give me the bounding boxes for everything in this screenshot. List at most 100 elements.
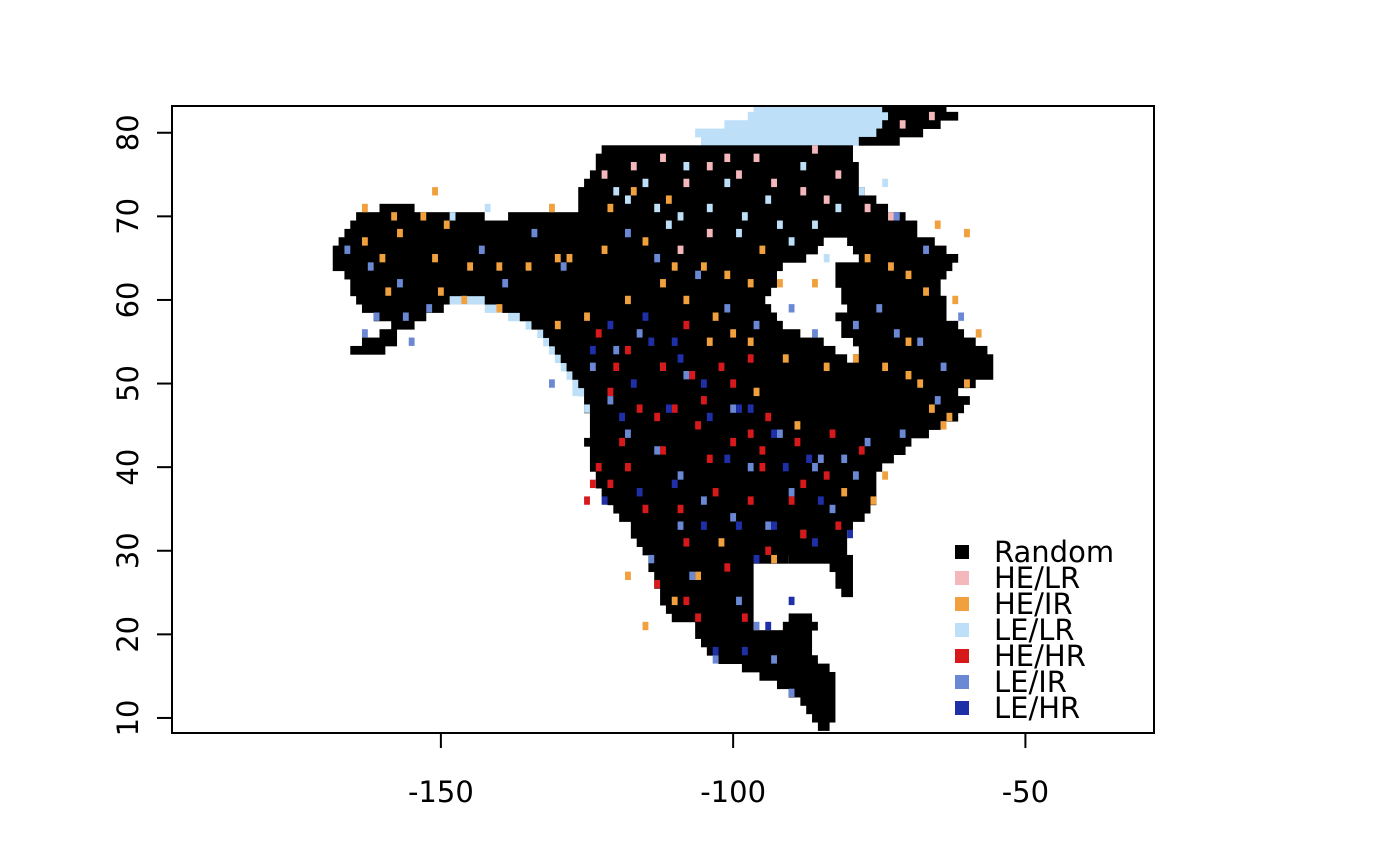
region-cell [788,128,795,138]
random-cell-row [835,580,853,589]
category-cell [852,354,859,363]
region-cell [829,106,836,113]
category-cell [467,262,474,271]
category-cell [683,538,690,547]
region-cell [835,111,842,121]
category-cell [771,429,777,438]
category-cell [800,529,807,539]
region-cell [759,111,766,121]
region-cell [467,295,474,305]
category-cell [923,245,929,254]
category-cell [549,379,555,388]
random-cell-row [338,237,824,247]
region-cell [741,128,749,138]
legend-label: LE/HR [994,691,1080,725]
y-tick-label: 20 [111,616,145,653]
region-cell [806,136,813,146]
category-cell [683,178,690,188]
region-cell [794,106,801,113]
region-cell [806,128,813,138]
random-cell-row [531,320,783,330]
category-cell [905,337,912,346]
category-cell [706,337,713,346]
region-cell [841,106,848,113]
region-cell [765,128,772,138]
category-cell [730,513,737,522]
random-cell-row [578,379,976,389]
region-cell [525,320,532,330]
category-cell [625,195,631,204]
random-cell-row [578,187,865,196]
category-cell [554,320,561,330]
category-cell [899,120,906,129]
category-cell [864,203,871,213]
category-cell [391,212,398,221]
random-cell-row [584,437,912,447]
region-cell [794,120,801,129]
category-cell [432,253,438,263]
region-cell [753,120,760,129]
region-cell [870,111,877,121]
category-cell [712,312,719,321]
random-cell-row [584,404,965,414]
category-cell [736,228,742,238]
region-cell [864,106,871,113]
region-cell [578,387,585,397]
random-cell-row [788,688,836,698]
category-cell [759,462,766,472]
region-cell [730,136,737,146]
random-cell-row [776,680,836,690]
category-cell [782,462,789,472]
region-cell [736,128,743,138]
category-cell [771,655,777,664]
category-cell [700,496,707,505]
category-cell [654,203,661,213]
category-cell [461,295,468,305]
legend-swatch [955,571,969,585]
random-cell-row [759,671,836,681]
category-cell [712,646,719,656]
category-cell [852,320,859,330]
category-cell [888,212,894,221]
random-cell-row [613,504,871,514]
region-cell [823,106,830,113]
region-cell [817,128,825,138]
category-cell [671,596,678,606]
category-cell [823,195,830,204]
category-cell [741,212,748,221]
category-cell [934,396,941,405]
random-cell-row [741,663,830,673]
random-cell-row [695,621,754,631]
y-tick-label: 60 [111,281,145,318]
random-cell-row [852,337,976,347]
region-cell [800,128,807,138]
category-cell [812,538,818,547]
region-cell [782,106,790,113]
legend-swatch [955,649,969,663]
region-cell [765,111,772,121]
category-cell [665,220,672,229]
region-cell [776,106,784,113]
category-cell [753,621,760,631]
random-cell-row [888,111,959,121]
random-cell-row [601,488,877,497]
category-cell [642,312,649,321]
region-cell [782,136,790,146]
category-cell [829,429,836,438]
region-cell [776,128,784,138]
category-cell [642,621,649,631]
category-cell [741,646,748,656]
x-axis: -150 -100 -50 [408,732,1049,809]
category-cell [361,329,368,338]
category-cell [607,396,614,405]
legend-label: LE/IR [994,665,1067,699]
category-cell [940,421,947,430]
category-cell [747,354,754,363]
random-cell-row [502,304,772,313]
category-cell [812,145,818,154]
region-cell [771,111,778,121]
category-cell [496,304,503,313]
region-cell [870,106,877,113]
random-cell-row [344,270,777,280]
x-tick-label: -150 [408,775,474,809]
